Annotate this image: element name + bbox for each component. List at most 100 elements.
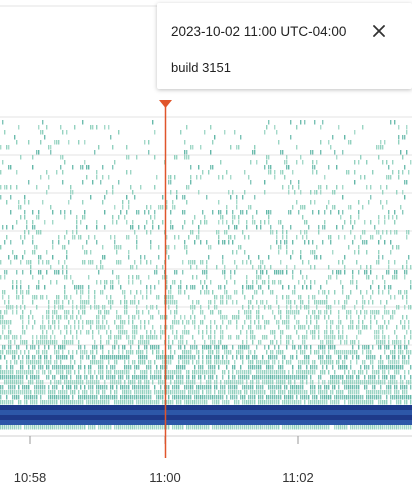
heatmap-cell xyxy=(78,365,80,370)
heatmap-cell xyxy=(190,390,192,395)
heatmap-cell xyxy=(318,315,320,320)
heatmap-cell xyxy=(316,300,318,305)
heatmap-cell xyxy=(266,320,268,325)
heatmap-cell xyxy=(262,360,264,365)
heatmap-cell xyxy=(272,425,274,430)
heatmap-cell xyxy=(188,235,190,240)
x-tick-label-3: 11:02 xyxy=(282,470,314,485)
heatmap-cell xyxy=(96,175,98,180)
heatmap-cell xyxy=(6,225,8,230)
heatmap-cell xyxy=(352,320,354,325)
heatmap-cell xyxy=(256,375,258,380)
heatmap-cell xyxy=(88,370,90,375)
heatmap-cell xyxy=(54,305,56,310)
heatmap-cell xyxy=(394,360,396,365)
heatmap-cell xyxy=(234,225,236,230)
heatmap-cell xyxy=(198,165,200,170)
heatmap-cell xyxy=(404,165,406,170)
heatmap-cell xyxy=(372,170,374,175)
heatmap-cell xyxy=(240,355,242,360)
heatmap-cell xyxy=(0,335,2,340)
heatmap-cell xyxy=(352,425,354,430)
heatmap-cell xyxy=(214,360,216,365)
heatmap-cell xyxy=(96,380,98,385)
heatmap-cell xyxy=(32,375,34,380)
heatmap-cell xyxy=(198,390,200,395)
heatmap-cell xyxy=(356,325,358,330)
heatmap-cell xyxy=(62,340,64,345)
close-icon[interactable] xyxy=(367,19,391,43)
heatmap-cell xyxy=(134,385,136,390)
heatmap-cell xyxy=(346,315,348,320)
heatmap-cell xyxy=(406,330,408,335)
heatmap-cell xyxy=(272,310,274,315)
heatmap-cell xyxy=(362,230,364,235)
heatmap-cell xyxy=(120,335,122,340)
heatmap-cell xyxy=(398,290,400,295)
heatmap-cell xyxy=(102,350,104,355)
heatmap-cell xyxy=(168,425,170,430)
heatmap-cell xyxy=(318,375,320,380)
heatmap-cell xyxy=(260,265,262,270)
heatmap-cell xyxy=(272,230,274,235)
heatmap-cell xyxy=(46,340,48,345)
heatmap-cell xyxy=(146,390,148,395)
heatmap-cell xyxy=(28,385,30,390)
heatmap-cell xyxy=(48,370,50,375)
heatmap-cell xyxy=(332,365,334,370)
heatmap-cell xyxy=(30,310,32,315)
heatmap-cell xyxy=(170,300,172,305)
heatmap-cell xyxy=(304,240,306,245)
heatmap-cell xyxy=(182,425,184,430)
heatmap-cell xyxy=(10,345,12,350)
heatmap-cell xyxy=(278,310,280,315)
heatmap-cell xyxy=(192,385,194,390)
heatmap-cell xyxy=(328,290,330,295)
heatmap-cell xyxy=(234,360,236,365)
heatmap-cell xyxy=(226,365,228,370)
heatmap-cell xyxy=(306,230,308,235)
heatmap-cell xyxy=(122,370,124,375)
heatmap-cell xyxy=(84,215,86,220)
heatmap-cell xyxy=(98,370,100,375)
heatmap-cell xyxy=(34,395,36,400)
heatmap-cell xyxy=(290,180,292,185)
heatmap-cell xyxy=(78,390,80,395)
heatmap-cell xyxy=(88,295,90,300)
heatmap-cell xyxy=(312,370,314,375)
heatmap-cell xyxy=(70,355,72,360)
heatmap-cell xyxy=(328,370,330,375)
heatmap-cell xyxy=(50,395,52,400)
heatmap-cell xyxy=(286,305,288,310)
heatmap-cell xyxy=(334,395,336,400)
heatmap-cell xyxy=(330,340,332,345)
heatmap-cell xyxy=(6,310,8,315)
heatmap-cell xyxy=(56,355,58,360)
heatmap-cell xyxy=(12,380,14,385)
heatmap-cell xyxy=(384,375,386,380)
heatmap-cell xyxy=(110,370,112,375)
heatmap-cell xyxy=(36,335,38,340)
heatmap-cell xyxy=(266,425,268,430)
heatmap-cell xyxy=(382,400,384,405)
heatmap-cell xyxy=(32,380,34,385)
heatmap-cell xyxy=(110,365,112,370)
heatmap-cell xyxy=(174,310,176,315)
heatmap-cell xyxy=(368,425,370,430)
heatmap-cell xyxy=(264,265,266,270)
heatmap-cell xyxy=(272,390,274,395)
time-marker-handle[interactable] xyxy=(159,100,172,108)
heatmap-cell xyxy=(168,355,170,360)
time-marker[interactable] xyxy=(159,100,172,458)
heatmap-cell xyxy=(12,385,14,390)
heatmap-cell xyxy=(352,280,354,285)
heatmap-cell xyxy=(76,315,78,320)
heatmap-cell xyxy=(54,300,56,305)
heatmap-cell xyxy=(14,395,16,400)
heatmap-cell xyxy=(32,235,34,240)
heatmap-cell xyxy=(396,275,398,280)
heatmap-cell xyxy=(98,330,100,335)
heatmap-cell xyxy=(376,370,378,375)
heatmap-cell xyxy=(126,395,128,400)
heatmap-cell xyxy=(58,305,60,310)
